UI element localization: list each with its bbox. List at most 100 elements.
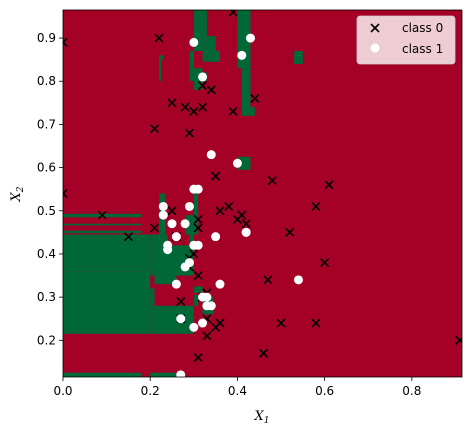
class-1-region	[189, 51, 194, 82]
class-1-point	[206, 150, 216, 160]
y-tick-label: 0.7	[37, 117, 56, 131]
class-0-point	[167, 206, 177, 216]
class-0-point	[241, 219, 251, 229]
class-1-point	[202, 292, 212, 302]
x-tick-label: 0.4	[228, 384, 247, 398]
x-tick-label: 0.0	[53, 384, 72, 398]
class-1-region	[63, 271, 151, 334]
class-0-point	[215, 206, 225, 216]
class-0-point	[206, 85, 216, 95]
class-0-point	[455, 335, 462, 345]
y-axis: 0.2 0.3 0.4 0.5 0.6 0.7 0.8 0.9	[37, 31, 63, 347]
class-1-point	[198, 72, 208, 82]
class-1-region	[150, 234, 168, 246]
class-0-point	[63, 188, 68, 199]
legend-marker-class-1	[370, 43, 380, 53]
class-1-region	[193, 10, 203, 52]
class-1-point	[180, 219, 190, 229]
class-1-region	[193, 286, 203, 293]
class-1-point	[246, 33, 256, 43]
class-1-point	[158, 201, 168, 211]
class-1-point	[198, 318, 208, 328]
legend-marker-class-0	[370, 23, 380, 33]
class-0-point	[228, 106, 238, 117]
class-1-region	[193, 294, 199, 306]
x-axis-label: X1	[254, 409, 270, 426]
y-tick-label: 0.6	[37, 161, 56, 175]
class-1-region	[215, 51, 220, 62]
class-1-point	[158, 210, 168, 220]
y-tick-label: 0.3	[37, 290, 56, 304]
class-0-point	[267, 175, 277, 186]
class-0-point	[224, 201, 234, 212]
class-1-region	[206, 35, 216, 62]
class-0-point	[176, 296, 186, 307]
class-0-point	[197, 80, 208, 91]
class-1-point	[176, 370, 186, 377]
class-0-point	[167, 98, 177, 108]
class-1-region	[154, 275, 177, 285]
y-tick-label: 0.5	[37, 204, 56, 218]
data-points	[63, 10, 462, 377]
class-0-point	[263, 275, 273, 285]
decision-regions	[63, 10, 303, 377]
class-1-point	[215, 279, 225, 289]
class-0-point	[202, 331, 212, 341]
class-1-point	[163, 245, 173, 255]
class-1-region	[202, 10, 207, 62]
class-0-point	[193, 223, 203, 233]
class-1-region	[193, 68, 203, 90]
class-1-point	[189, 322, 199, 332]
class-1-point	[171, 232, 181, 242]
class-0-point	[154, 33, 164, 43]
class-1-region	[150, 288, 155, 306]
class-0-point	[193, 270, 203, 281]
class-0-point	[250, 93, 260, 104]
class-0-point	[184, 128, 195, 138]
class-1-region	[63, 234, 151, 272]
x-axis: 0.0 0.2 0.4 0.6 0.8	[53, 377, 421, 398]
class-1-region	[150, 372, 177, 377]
class-0-point	[320, 258, 330, 268]
class-1-point	[237, 50, 247, 60]
class-0-point	[150, 124, 160, 134]
class-1-region	[63, 230, 142, 234]
y-tick-label: 0.4	[37, 247, 56, 261]
class-0-point	[63, 37, 68, 47]
class-1-region	[185, 215, 199, 235]
class-0-point	[215, 318, 225, 328]
class-1-region	[241, 55, 251, 116]
class-1-point	[232, 158, 242, 168]
y-tick-label: 0.2	[37, 333, 56, 347]
class-1-region	[63, 223, 142, 226]
class-0-point	[189, 106, 199, 117]
class-1-point	[184, 201, 194, 211]
class-1-region	[63, 372, 142, 377]
legend-label-class-1: class 1	[402, 42, 443, 56]
class-0-point	[228, 10, 238, 17]
class-0-point	[259, 348, 269, 358]
class-1-point	[293, 275, 303, 285]
class-0-point	[123, 232, 133, 242]
class-0-point	[324, 180, 334, 190]
legend-box	[356, 15, 456, 65]
y-axis-label-subscript: 2	[16, 186, 26, 193]
class-1-point	[193, 240, 203, 250]
class-0-point	[97, 210, 107, 220]
legend: class 0 class 1	[356, 15, 456, 65]
x-tick-label: 0.8	[402, 384, 421, 398]
class-0-point	[311, 318, 321, 328]
class-1-point	[211, 232, 221, 242]
y-axis-label: X2	[9, 186, 26, 202]
y-tick-label: 0.9	[37, 31, 56, 45]
class-0-point	[193, 214, 203, 224]
class-1-region	[237, 156, 251, 170]
class-1-point	[171, 279, 181, 289]
class-1-point	[241, 227, 251, 237]
class-0-point	[193, 353, 203, 363]
x-tick-label: 0.6	[315, 384, 334, 398]
class-1-point	[176, 314, 186, 324]
class-0-point	[150, 223, 160, 233]
plot-frame	[62, 9, 463, 378]
